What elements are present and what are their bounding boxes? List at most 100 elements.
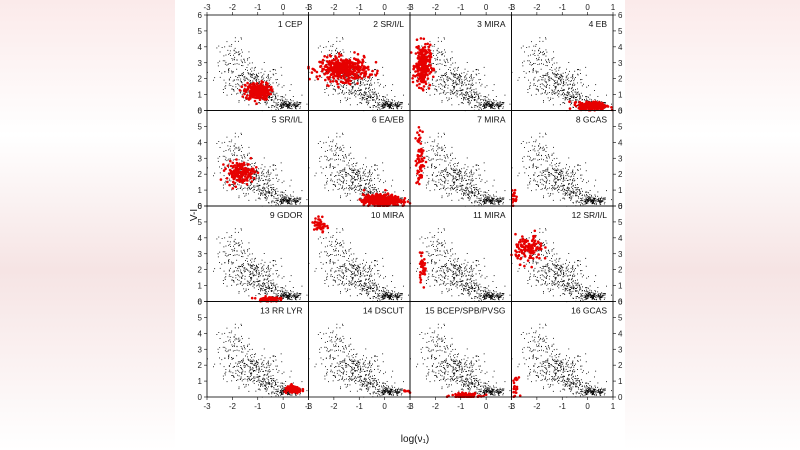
background-point <box>353 157 355 159</box>
background-point <box>224 183 226 185</box>
background-point <box>565 94 567 96</box>
background-point <box>538 49 540 51</box>
background-point <box>244 78 246 80</box>
background-point <box>219 71 220 72</box>
highlight-point <box>238 177 241 180</box>
background-point <box>466 91 468 93</box>
background-point <box>381 100 383 102</box>
highlight-point <box>415 38 419 41</box>
background-point <box>548 100 550 102</box>
background-point <box>545 49 547 51</box>
background-point <box>561 75 563 76</box>
background-point <box>248 180 250 182</box>
background-point <box>272 164 274 166</box>
background-point <box>280 197 282 199</box>
background-point <box>255 179 257 181</box>
background-point <box>358 89 360 91</box>
background-point <box>242 65 244 67</box>
highlight-point <box>345 63 348 67</box>
background-point <box>478 79 480 81</box>
background-point <box>560 79 562 81</box>
highlight-point <box>598 104 602 107</box>
background-point <box>556 76 558 78</box>
background-point <box>465 75 467 77</box>
background-point <box>285 200 287 201</box>
background-point <box>282 105 284 107</box>
background-point <box>290 100 292 102</box>
background-point <box>369 180 370 182</box>
background-point <box>298 197 300 199</box>
background-point <box>367 100 369 102</box>
background-point <box>246 67 248 68</box>
background-point <box>577 69 579 70</box>
background-point <box>358 171 360 173</box>
background-point <box>453 68 454 70</box>
background-point <box>272 82 274 84</box>
background-point <box>363 92 365 94</box>
background-point <box>251 75 253 76</box>
background-point <box>448 69 449 70</box>
background-point <box>533 84 535 86</box>
background-point <box>360 89 362 91</box>
background-point <box>498 105 499 107</box>
background-point <box>221 168 223 170</box>
background-point <box>349 167 350 169</box>
highlight-point <box>244 169 247 173</box>
background-point <box>538 79 540 81</box>
background-point <box>253 188 255 190</box>
highlight-point <box>235 161 239 165</box>
background-point <box>345 100 347 102</box>
highlight-point <box>337 63 340 66</box>
background-point <box>262 75 264 77</box>
highlight-point <box>245 177 249 180</box>
background-point <box>263 157 265 159</box>
background-point <box>447 78 449 80</box>
background-point <box>361 97 363 99</box>
background-point <box>350 152 352 154</box>
background-point <box>332 44 334 45</box>
background-point <box>559 78 561 80</box>
background-point <box>372 98 374 100</box>
panel-label: 5 SR/I/L <box>272 115 303 125</box>
background-point <box>219 51 221 53</box>
background-point <box>342 86 344 87</box>
background-point <box>229 148 231 150</box>
background-point <box>357 94 359 96</box>
background-point <box>444 38 445 40</box>
background-point <box>350 91 352 93</box>
highlight-point <box>343 76 346 79</box>
background-point <box>572 99 574 101</box>
blurred-background-right <box>625 0 800 450</box>
background-point <box>276 82 277 84</box>
background-point <box>445 65 447 67</box>
highlight-point <box>262 91 266 94</box>
background-point <box>562 72 564 74</box>
background-point <box>445 84 447 85</box>
background-point <box>281 74 283 76</box>
background-point <box>433 55 434 56</box>
highlight-point <box>429 55 433 59</box>
background-point <box>281 170 283 172</box>
background-point <box>242 92 244 94</box>
background-point <box>358 183 360 185</box>
background-point <box>286 104 288 105</box>
background-point <box>539 86 541 88</box>
background-point <box>293 199 295 201</box>
background-point <box>436 71 437 73</box>
background-point <box>273 164 275 166</box>
background-point <box>266 198 268 200</box>
background-point <box>446 78 448 80</box>
figure-panel: 1 CEP 2 SR/I/L 3 MIRA 4 EB 5 SR/I/L 6 EA/EB 7 … <box>175 0 625 450</box>
background-point <box>230 85 232 86</box>
background-point <box>392 106 394 107</box>
background-point <box>289 199 291 201</box>
background-point <box>247 189 249 191</box>
background-point <box>484 103 486 104</box>
background-point <box>342 155 344 156</box>
background-point <box>342 73 344 75</box>
background-point <box>443 92 444 94</box>
highlight-point <box>235 170 239 174</box>
background-point <box>356 104 358 106</box>
background-point <box>359 185 361 187</box>
background-point <box>228 69 230 71</box>
